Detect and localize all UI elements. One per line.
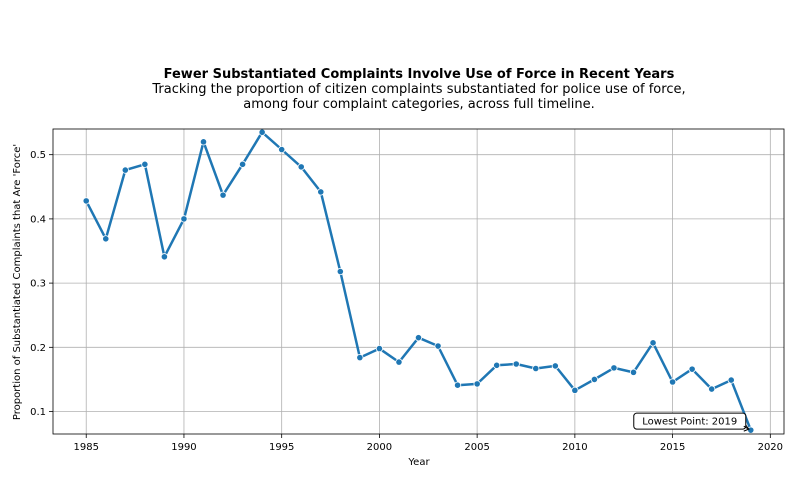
y-tick-label: 0.5: [30, 150, 46, 161]
data-point: [395, 358, 403, 366]
data-point: [747, 426, 755, 434]
data-point: [688, 365, 696, 373]
x-tick-label: 2015: [660, 442, 685, 453]
data-point: [590, 375, 599, 384]
chart-subtitle-line-2: among four complaint categories, across …: [243, 97, 594, 112]
plot-area-frame: [52, 128, 785, 435]
x-tick-label: 2000: [367, 442, 392, 453]
data-point: [473, 380, 481, 388]
data-point: [82, 197, 90, 205]
data-point: [493, 361, 501, 369]
data-point: [297, 163, 305, 171]
data-point: [219, 191, 227, 199]
series-force-proportion: [82, 128, 755, 434]
data-point: [375, 344, 384, 353]
y-axis-label: Proportion of Substantiated Complaints t…: [12, 144, 23, 420]
data-point: [610, 364, 618, 372]
data-point: [199, 138, 208, 146]
x-tick-label: 1990: [171, 442, 196, 453]
annotation-text: Lowest Point: 2019: [642, 417, 737, 428]
data-point: [512, 360, 520, 368]
annotation-lowest-point: Lowest Point: 2019: [633, 412, 750, 432]
annotation-arrowhead: [743, 425, 750, 432]
series-line: [85, 130, 752, 431]
x-tick-label: 2005: [464, 442, 489, 453]
data-point: [649, 339, 657, 347]
data-point: [414, 334, 423, 342]
y-tick-label: 0.3: [30, 279, 46, 290]
data-point: [141, 160, 149, 168]
data-point: [258, 128, 266, 136]
y-axis-ticks: 0.1 0.2 0.3 0.4 0.5: [30, 150, 53, 418]
y-tick-label: 0.4: [30, 214, 46, 225]
data-point: [571, 386, 579, 394]
chart-title: Fewer Substantiated Complaints Involve U…: [164, 67, 675, 82]
data-point: [551, 362, 559, 370]
x-tick-label: 2020: [758, 442, 783, 453]
data-point: [278, 145, 286, 154]
y-tick-label: 0.1: [30, 407, 46, 418]
data-point: [727, 376, 735, 384]
annotation-box: [633, 412, 747, 430]
data-point: [629, 368, 638, 376]
x-tick-label: 1985: [74, 442, 99, 453]
data-point: [708, 385, 716, 393]
data-point: [668, 378, 677, 386]
data-point: [532, 364, 540, 373]
data-point: [121, 166, 129, 174]
y-tick-label: 0.2: [30, 343, 46, 354]
data-point: [180, 215, 188, 223]
data-point: [238, 160, 247, 168]
data-point: [356, 353, 364, 362]
chart-subtitle-line-1: Tracking the proportion of citizen compl…: [151, 82, 685, 97]
grid: [53, 129, 784, 434]
x-axis-ticks: 1985 1990 1995 2000 2005 2010 2015 2020: [74, 434, 783, 453]
x-tick-label: 1995: [269, 442, 294, 453]
data-point: [434, 342, 442, 350]
data-point: [317, 188, 325, 196]
data-point: [453, 381, 462, 389]
x-tick-label: 2010: [562, 442, 587, 453]
data-point: [160, 253, 169, 261]
data-point: [102, 235, 110, 243]
data-point: [336, 267, 344, 276]
x-axis-label: Year: [407, 457, 430, 468]
